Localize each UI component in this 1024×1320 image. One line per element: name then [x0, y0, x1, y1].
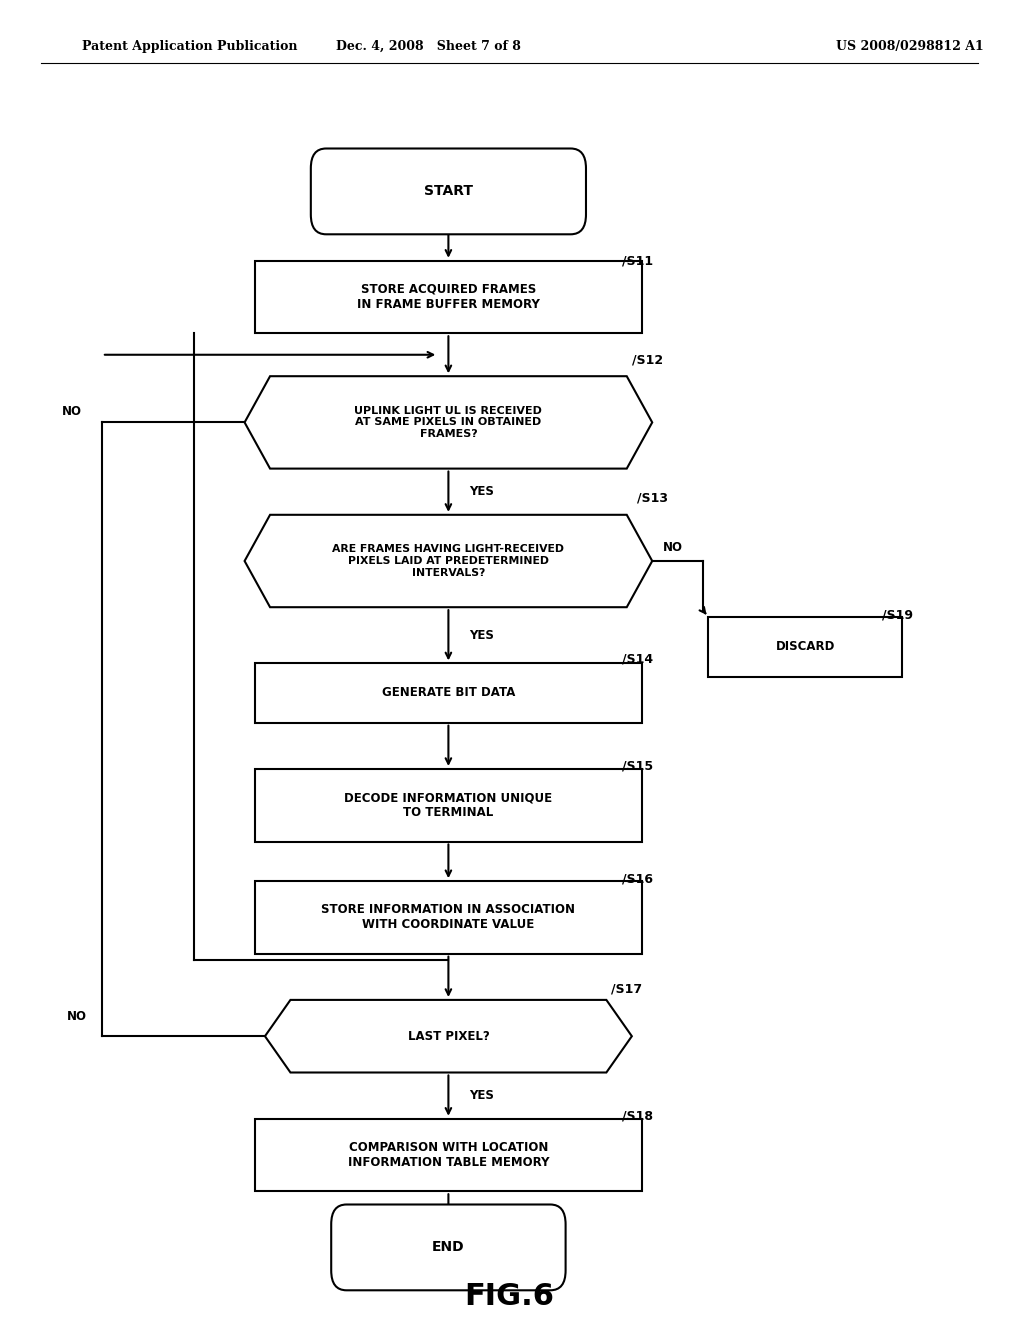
Text: /S16: /S16 — [622, 873, 652, 884]
Text: DECODE INFORMATION UNIQUE
TO TERMINAL: DECODE INFORMATION UNIQUE TO TERMINAL — [344, 791, 553, 820]
Text: START: START — [424, 185, 473, 198]
Text: STORE ACQUIRED FRAMES
IN FRAME BUFFER MEMORY: STORE ACQUIRED FRAMES IN FRAME BUFFER ME… — [357, 282, 540, 312]
FancyBboxPatch shape — [311, 149, 586, 235]
FancyBboxPatch shape — [255, 260, 642, 333]
Text: NO: NO — [61, 405, 82, 418]
Text: NO: NO — [663, 541, 682, 554]
Text: Patent Application Publication: Patent Application Publication — [82, 40, 297, 53]
Text: UPLINK LIGHT UL IS RECEIVED
AT SAME PIXELS IN OBTAINED
FRAMES?: UPLINK LIGHT UL IS RECEIVED AT SAME PIXE… — [354, 405, 543, 440]
Text: /S13: /S13 — [637, 492, 668, 506]
Text: YES: YES — [469, 486, 494, 498]
Text: ARE FRAMES HAVING LIGHT-RECEIVED
PIXELS LAID AT PREDETERMINED
INTERVALS?: ARE FRAMES HAVING LIGHT-RECEIVED PIXELS … — [333, 544, 564, 578]
Text: /S17: /S17 — [611, 983, 643, 995]
Text: YES: YES — [469, 628, 494, 642]
FancyBboxPatch shape — [331, 1204, 565, 1291]
Text: YES: YES — [469, 1089, 494, 1102]
Text: DISCARD: DISCARD — [775, 640, 835, 653]
FancyBboxPatch shape — [255, 768, 642, 842]
Text: FIG.6: FIG.6 — [465, 1282, 555, 1311]
Text: /S14: /S14 — [622, 653, 652, 667]
Text: END: END — [432, 1241, 465, 1254]
Text: STORE INFORMATION IN ASSOCIATION
WITH COORDINATE VALUE: STORE INFORMATION IN ASSOCIATION WITH CO… — [322, 903, 575, 932]
FancyBboxPatch shape — [709, 618, 902, 676]
FancyBboxPatch shape — [255, 1119, 642, 1191]
Polygon shape — [265, 1001, 632, 1072]
Text: Dec. 4, 2008   Sheet 7 of 8: Dec. 4, 2008 Sheet 7 of 8 — [336, 40, 520, 53]
FancyBboxPatch shape — [255, 882, 642, 953]
Text: /S12: /S12 — [632, 354, 663, 366]
Text: /S19: /S19 — [882, 609, 912, 622]
Polygon shape — [245, 515, 652, 607]
Text: LAST PIXEL?: LAST PIXEL? — [408, 1030, 489, 1043]
Text: NO: NO — [67, 1010, 87, 1023]
Text: US 2008/0298812 A1: US 2008/0298812 A1 — [836, 40, 983, 53]
Text: GENERATE BIT DATA: GENERATE BIT DATA — [382, 686, 515, 700]
Text: /S15: /S15 — [622, 760, 652, 772]
FancyBboxPatch shape — [255, 664, 642, 723]
Text: /S18: /S18 — [622, 1110, 652, 1122]
Text: COMPARISON WITH LOCATION
INFORMATION TABLE MEMORY: COMPARISON WITH LOCATION INFORMATION TAB… — [348, 1140, 549, 1170]
Text: /S11: /S11 — [622, 255, 652, 267]
Polygon shape — [245, 376, 652, 469]
